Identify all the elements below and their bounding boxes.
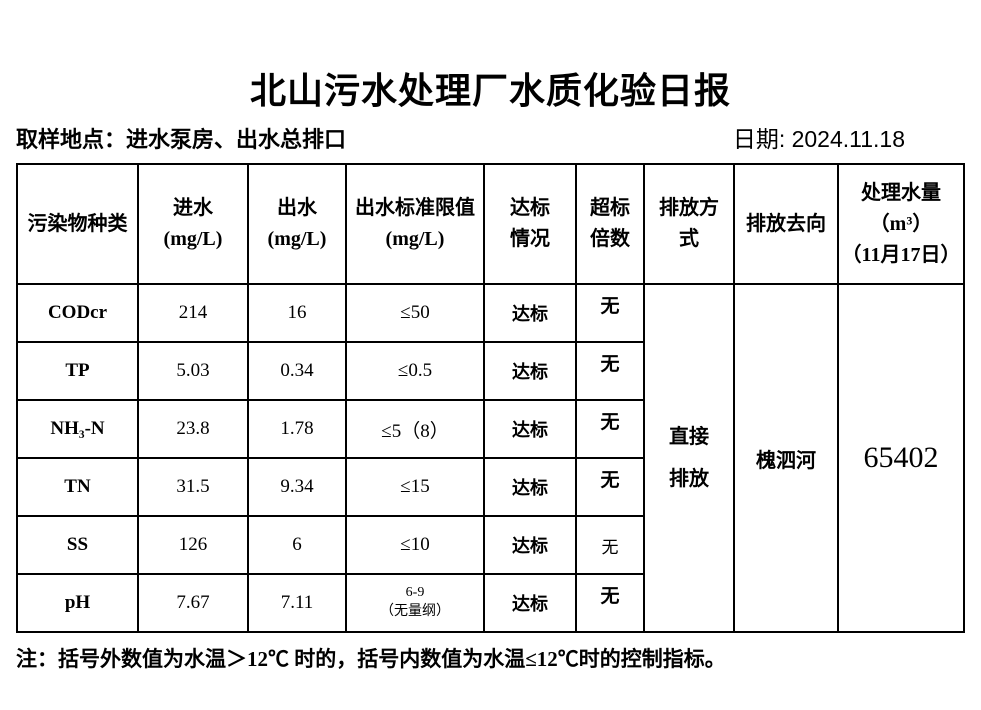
exceed-value: 无 [601,537,619,557]
cell-limit: ≤5（8） [345,399,485,459]
cell-limit: 6-9 （无量纲） [345,573,485,633]
cell-compliance: 达标 [483,283,577,343]
data-row-tp: TP 5.03 0.34 ≤0.5 达标 无 [16,341,964,401]
water-quality-table: 污染物种类 进水 (mg/L) 出水 (mg/L) 出水标准限值 (mg/L) … [16,163,965,633]
header-pollutant: 污染物种类 [16,163,139,285]
exceed-value: 无 [600,469,620,491]
exceed-value: 无 [600,585,620,607]
cell-exceed: 无 [575,399,645,459]
cell-pollutant: SS [16,515,139,575]
cell-pollutant: TP [16,341,139,401]
cell-compliance: 达标 [483,515,577,575]
cell-influent: 7.67 [137,573,249,633]
cell-compliance: 达标 [483,573,577,633]
data-row-nh3n: NH₃-N 23.8 1.78 ≤5（8） 达标 无 [16,399,964,459]
sampling-location-label: 取样地点：进水泵房、出水总排口 [16,127,347,152]
exceed-value: 无 [600,411,620,433]
cell-discharge-destination: 槐泗河 [733,283,839,633]
cell-treated-volume: 65402 [837,283,965,633]
exceed-value: 无 [600,295,620,317]
header-effluent: 出水 (mg/L) [247,163,347,285]
cell-compliance: 达标 [483,341,577,401]
cell-exceed: 无 [575,515,645,575]
cell-effluent: 0.34 [247,341,347,401]
cell-compliance: 达标 [483,457,577,517]
cell-influent: 214 [137,283,249,343]
header-exceed: 超标 倍数 [575,163,645,285]
exceed-value: 无 [600,353,620,375]
header-limit: 出水标准限值 (mg/L) [345,163,485,285]
cell-exceed: 无 [575,283,645,343]
cell-effluent: 6 [247,515,347,575]
cell-effluent: 9.34 [247,457,347,517]
header-discharge-destination: 排放去向 [733,163,839,285]
cell-pollutant: CODcr [16,283,139,343]
cell-effluent: 7.11 [247,573,347,633]
cell-influent: 5.03 [137,341,249,401]
cell-exceed: 无 [575,341,645,401]
header-influent: 进水 (mg/L) [137,163,249,285]
cell-exceed: 无 [575,457,645,517]
cell-limit: ≤50 [345,283,485,343]
cell-compliance: 达标 [483,399,577,459]
page-title: 北山污水处理厂水质化验日报 [249,71,731,111]
cell-exceed: 无 [575,573,645,633]
data-row-ph: pH 7.67 7.11 6-9 （无量纲） 达标 无 [16,573,964,633]
cell-pollutant: pH [16,573,139,633]
report-date-label: 日期: 2024.11.18 [732,126,905,152]
cell-limit: ≤10 [345,515,485,575]
header-compliance: 达标 情况 [483,163,577,285]
cell-discharge-mode: 直接 排放 [643,283,735,633]
cell-pollutant: NH₃-N [16,399,139,459]
header-discharge-mode: 排放方 式 [643,163,735,285]
footnote: 注：括号外数值为水温＞12℃ 时的，括号内数值为水温≤12℃时的控制指标。 [16,647,726,671]
cell-effluent: 1.78 [247,399,347,459]
data-row-codcr: CODcr 214 16 ≤50 达标 无 直接 排放 槐泗河 65402 [16,283,965,633]
cell-influent: 23.8 [137,399,249,459]
data-row-ss: SS 126 6 ≤10 达标 无 [16,515,964,575]
cell-limit: ≤15 [345,457,485,517]
header-row: 污染物种类 进水 (mg/L) 出水 (mg/L) 出水标准限值 (mg/L) … [16,163,965,285]
cell-influent: 126 [137,515,249,575]
data-row-tn: TN 31.5 9.34 ≤15 达标 无 [16,457,964,517]
cell-effluent: 16 [247,283,347,343]
meta-row: 取样地点：进水泵房、出水总排口 日期: 2024.11.18 [16,120,905,154]
cell-pollutant: TN [16,457,139,517]
cell-influent: 31.5 [137,457,249,517]
header-treated-volume: 处理水量 （m³） （11月17日） [837,163,965,285]
cell-limit: ≤0.5 [345,341,485,401]
